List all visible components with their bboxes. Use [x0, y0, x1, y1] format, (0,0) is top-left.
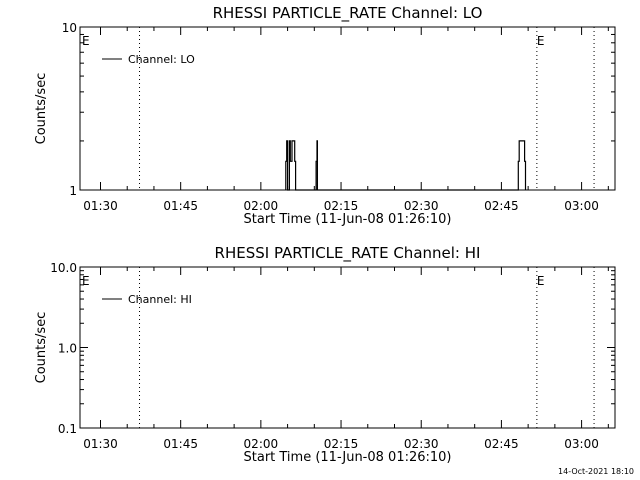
x-tick-label: 03:00 — [564, 437, 599, 451]
data-series-line — [285, 140, 527, 191]
y-tick-label: 0.1 — [58, 422, 77, 436]
x-tick-label: 02:30 — [404, 437, 439, 451]
event-marker-label: E — [82, 34, 90, 48]
event-marker-label: E — [537, 274, 545, 288]
x-tick-label: 02:00 — [244, 199, 279, 213]
y-tick-label: 10 — [62, 21, 77, 35]
legend-label: Channel: LO — [128, 53, 195, 66]
plot-panel-2: RHESSI PARTICLE_RATE Channel: HI 01:30 01:… — [34, 244, 616, 465]
y-tick-label: 1 — [69, 184, 77, 198]
y-tick-label: 1.0 — [58, 342, 77, 356]
x-tick-label: 02:45 — [484, 437, 519, 451]
footer-timestamp: 14-Oct-2021 18:10 — [558, 467, 634, 476]
event-marker-label: E — [82, 274, 90, 288]
y-axis-label: Counts/sec — [34, 312, 49, 384]
x-tick-label: 02:15 — [324, 437, 359, 451]
x-tick-label: 03:00 — [564, 199, 599, 213]
x-tick-label: 01:30 — [83, 199, 118, 213]
x-tick-label: 01:45 — [163, 199, 198, 213]
plot-frame — [79, 26, 616, 191]
event-marker-label: E — [537, 34, 545, 48]
x-axis-label: Start Time (11-Jun-08 01:26:10) — [244, 212, 452, 227]
y-tick-label: 10.0 — [50, 261, 77, 275]
y-axis-label: Counts/sec — [34, 73, 49, 145]
plot-panel-1: RHESSI PARTICLE_RATE Channel: LO 01:30 01:… — [34, 4, 616, 227]
x-tick-label: 01:30 — [83, 437, 118, 451]
x-axis-label: Start Time (11-Jun-08 01:26:10) — [244, 450, 452, 465]
x-tick-label: 02:30 — [404, 199, 439, 213]
x-tick-label: 01:45 — [163, 437, 198, 451]
chart-title: RHESSI PARTICLE_RATE Channel: HI — [215, 244, 481, 263]
plot-frame — [79, 266, 616, 429]
legend-label: Channel: HI — [128, 293, 192, 306]
x-tick-label: 02:15 — [324, 199, 359, 213]
x-tick-label: 02:45 — [484, 199, 519, 213]
x-tick-label: 02:00 — [244, 437, 279, 451]
chart-title: RHESSI PARTICLE_RATE Channel: LO — [213, 4, 483, 23]
